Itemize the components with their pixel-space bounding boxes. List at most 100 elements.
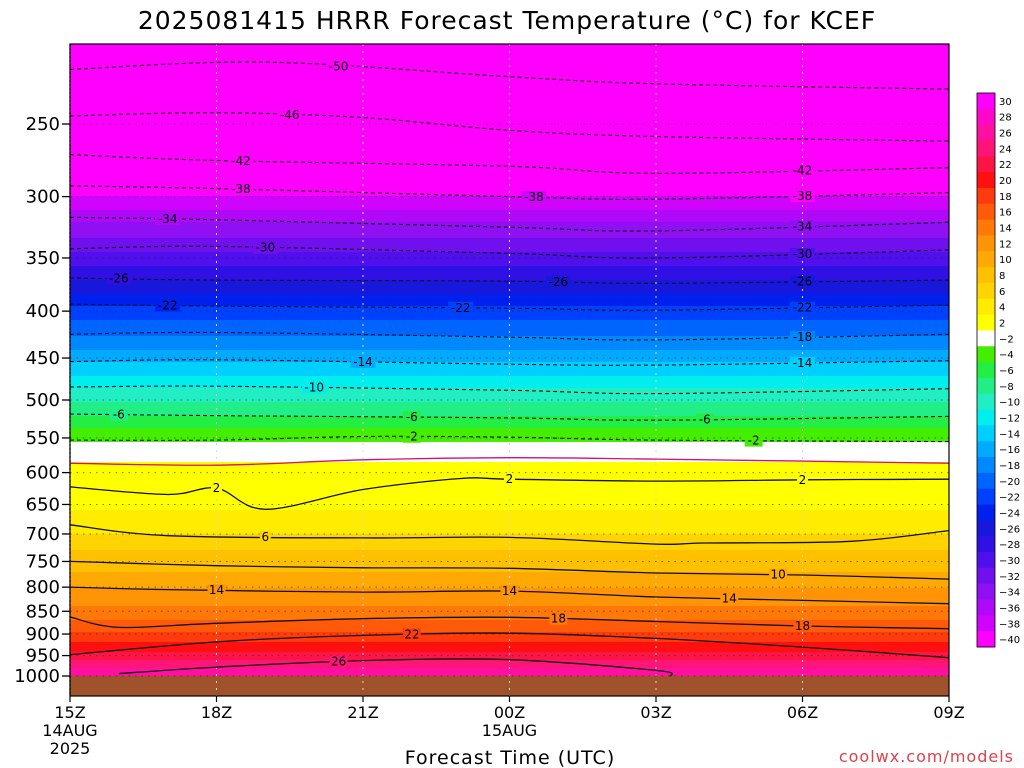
contour-label: -14 [353, 355, 373, 369]
colorbar-swatch [977, 488, 995, 505]
temperature-band [70, 194, 949, 197]
colorbar-label: −32 [999, 572, 1020, 583]
colorbar-swatch [977, 393, 995, 410]
temperature-band [70, 298, 949, 301]
colorbar-label: −4 [999, 350, 1014, 361]
colorbar-label: −34 [999, 588, 1020, 599]
temperature-band [70, 510, 949, 513]
contour-label-bg [521, 191, 547, 204]
contour-line [70, 560, 949, 580]
y-tick-label: 750 [26, 551, 60, 572]
temperature-band [70, 656, 949, 659]
temperature-band [70, 52, 949, 55]
contour-label: 2 [213, 481, 221, 495]
colorbar-swatch [977, 140, 995, 157]
y-tick-label: 450 [26, 348, 60, 369]
colorbar-swatch [977, 552, 995, 569]
temperature-band [70, 224, 949, 227]
temperature-band [70, 196, 949, 199]
contour-label-bg [155, 299, 181, 312]
temperature-band [70, 626, 949, 629]
temperature-band [70, 374, 949, 377]
temperature-band [70, 524, 949, 527]
credit-text[interactable]: coolwx.com/models [839, 747, 1014, 766]
temperature-band [70, 110, 949, 113]
colorbar-swatch [977, 377, 995, 395]
temperature-band [70, 230, 949, 233]
colorbar-swatch [977, 425, 995, 442]
temperature-band [70, 220, 949, 223]
colorbar-label: −28 [999, 540, 1020, 551]
contour-label: -46 [280, 108, 300, 122]
temperature-band [70, 174, 949, 177]
colorbar-swatch [977, 219, 995, 236]
temperature-band [70, 530, 949, 533]
temperature-band [70, 200, 949, 203]
temperature-band [70, 642, 949, 645]
temperature-band [70, 308, 949, 311]
contour-label-bg [790, 301, 815, 314]
temperature-band [70, 332, 949, 335]
colorbar-label: 22 [999, 160, 1012, 171]
temperature-band [70, 580, 949, 583]
temperature-band [70, 340, 949, 343]
temperature-band [70, 314, 949, 317]
temperature-band [70, 130, 949, 133]
temperature-band [70, 670, 949, 673]
y-tick-label: 400 [26, 301, 60, 322]
temperature-band [70, 392, 949, 395]
temperature-band [70, 278, 949, 281]
x-tick-sublabel: 2025 [50, 739, 91, 758]
temperature-band [70, 94, 949, 97]
contour-label: 14 [722, 592, 737, 606]
contour-line [70, 385, 949, 395]
contour-line [70, 245, 949, 259]
y-tick-label: 600 [26, 463, 60, 484]
temperature-band [70, 192, 949, 195]
temperature-band [70, 118, 949, 121]
temperature-band [70, 614, 949, 617]
contour-label: -42 [231, 154, 251, 168]
contour-label: -6 [699, 413, 711, 427]
temperature-band [70, 504, 949, 507]
temperature-band [70, 242, 949, 245]
contour-label-bg [695, 413, 714, 426]
temperature-band [70, 160, 949, 163]
temperature-band [70, 334, 949, 337]
colorbar-label: −12 [999, 413, 1020, 424]
temperature-band [70, 206, 949, 209]
temperature-band [70, 598, 949, 601]
temperature-band [70, 68, 949, 71]
colorbar-swatch [977, 314, 995, 331]
contour-label: -18 [793, 330, 813, 344]
temperature-band [70, 416, 949, 419]
y-tick-label: 700 [26, 524, 60, 545]
temperature-band [70, 370, 949, 373]
colorbar-swatch [977, 536, 995, 553]
contour-label-bg [545, 275, 571, 288]
temperature-band [70, 388, 949, 391]
temperature-band [70, 150, 949, 153]
temperature-band [70, 186, 949, 189]
temperature-band [70, 458, 949, 461]
colorbar-label: 28 [999, 113, 1012, 124]
temperature-band [70, 320, 949, 323]
temperature-band [70, 290, 949, 293]
temperature-band [70, 214, 949, 217]
temperature-band [70, 430, 949, 433]
colorbar-swatch [977, 330, 995, 347]
temperature-band [70, 622, 949, 625]
contour-labels: -50-46-42-42-38-38 -38-34-34-30 -30-26 -26-… [106, 60, 815, 669]
temperature-band [70, 404, 949, 407]
temperature-band [70, 452, 949, 455]
contour-label-bg [109, 408, 128, 421]
contour-label: 18 [551, 612, 566, 626]
contour-line [118, 658, 674, 677]
x-tick-sublabel: 14AUG [42, 721, 97, 740]
temperature-band [70, 572, 949, 575]
temperature-band [70, 434, 949, 437]
temperature-band [70, 122, 949, 125]
contour-line [70, 277, 949, 284]
contour-label: 2 [506, 472, 514, 486]
